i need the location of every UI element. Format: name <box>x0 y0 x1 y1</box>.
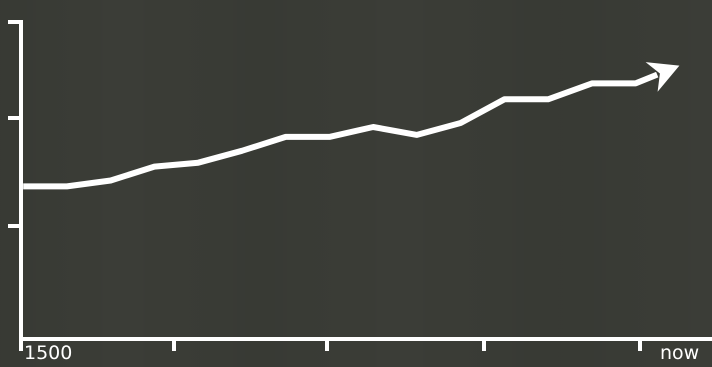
x-tick-label-end: now <box>660 342 700 364</box>
arrow-head <box>645 62 680 92</box>
x-tick-label-start: 1500 <box>24 342 73 364</box>
series-line <box>23 71 659 190</box>
